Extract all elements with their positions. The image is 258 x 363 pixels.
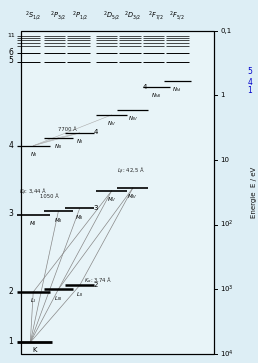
Text: 4: 4 xyxy=(142,83,147,90)
Text: 10: 10 xyxy=(220,157,229,163)
Text: $^2F_{5/2}$: $^2F_{5/2}$ xyxy=(170,9,185,22)
Text: $N_{VII}$: $N_{VII}$ xyxy=(151,91,162,100)
Text: $M_{II}$: $M_{II}$ xyxy=(54,216,63,225)
Text: $N_V$: $N_V$ xyxy=(107,119,116,128)
Text: 0,1: 0,1 xyxy=(220,28,232,34)
Text: $N_{IV}$: $N_{IV}$ xyxy=(128,114,138,123)
Text: 2: 2 xyxy=(94,282,98,287)
Text: $^2P_{3/2}$: $^2P_{3/2}$ xyxy=(50,9,66,22)
Text: $M_V$: $M_V$ xyxy=(107,195,116,204)
Text: $K_\alpha$: 3,74 Å: $K_\alpha$: 3,74 Å xyxy=(85,275,113,285)
Text: 1: 1 xyxy=(248,86,252,95)
Text: $^2D_{3/2}$: $^2D_{3/2}$ xyxy=(124,9,141,22)
Text: 5: 5 xyxy=(9,57,13,65)
Text: 6: 6 xyxy=(9,48,13,57)
Text: $M_{II}$: $M_{II}$ xyxy=(75,213,84,222)
Text: 1: 1 xyxy=(220,93,225,98)
Text: $L_I$: $L_I$ xyxy=(30,296,36,305)
Text: $N_I$: $N_I$ xyxy=(76,137,83,146)
Text: 4: 4 xyxy=(9,140,13,150)
FancyBboxPatch shape xyxy=(21,31,214,354)
Text: $^2S_{1/2}$: $^2S_{1/2}$ xyxy=(25,9,41,22)
Text: 10$^2$: 10$^2$ xyxy=(220,219,234,231)
Text: $N_I$: $N_I$ xyxy=(30,150,37,159)
Text: $L_{II}$: $L_{II}$ xyxy=(76,290,83,299)
Text: 3: 3 xyxy=(9,209,13,219)
Text: $^2D_{5/2}$: $^2D_{5/2}$ xyxy=(103,9,120,22)
Text: 5: 5 xyxy=(248,67,253,76)
Bar xyxy=(21,31,214,354)
Text: $N_{II}$: $N_{II}$ xyxy=(54,142,62,151)
Text: $M_I$: $M_I$ xyxy=(29,219,37,228)
Text: $^2F_{7/2}$: $^2F_{7/2}$ xyxy=(148,9,164,22)
Text: K: K xyxy=(32,347,36,353)
Text: $L_{III}$: $L_{III}$ xyxy=(54,294,62,303)
Text: 3: 3 xyxy=(94,205,98,211)
Text: 7700 Å: 7700 Å xyxy=(58,127,76,132)
Text: 4: 4 xyxy=(94,129,98,135)
Text: 1: 1 xyxy=(9,337,13,346)
Text: $N_{VI}$: $N_{VI}$ xyxy=(173,85,182,94)
Text: $M_{IV}$: $M_{IV}$ xyxy=(127,192,138,201)
Text: 1050 Å: 1050 Å xyxy=(40,194,59,199)
Text: 10$^4$: 10$^4$ xyxy=(220,348,234,360)
Text: 4: 4 xyxy=(248,78,253,87)
Text: 10$^3$: 10$^3$ xyxy=(220,284,234,295)
Text: 2: 2 xyxy=(9,287,13,296)
Text: Energie  E / eV: Energie E / eV xyxy=(251,167,257,218)
Text: 11: 11 xyxy=(7,33,15,38)
Text: $K_\beta$: 3,44 Å: $K_\beta$: 3,44 Å xyxy=(19,187,47,198)
Text: $^2P_{1/2}$: $^2P_{1/2}$ xyxy=(72,9,88,22)
Text: $L_\beta$: 42,5 Å: $L_\beta$: 42,5 Å xyxy=(117,166,145,176)
